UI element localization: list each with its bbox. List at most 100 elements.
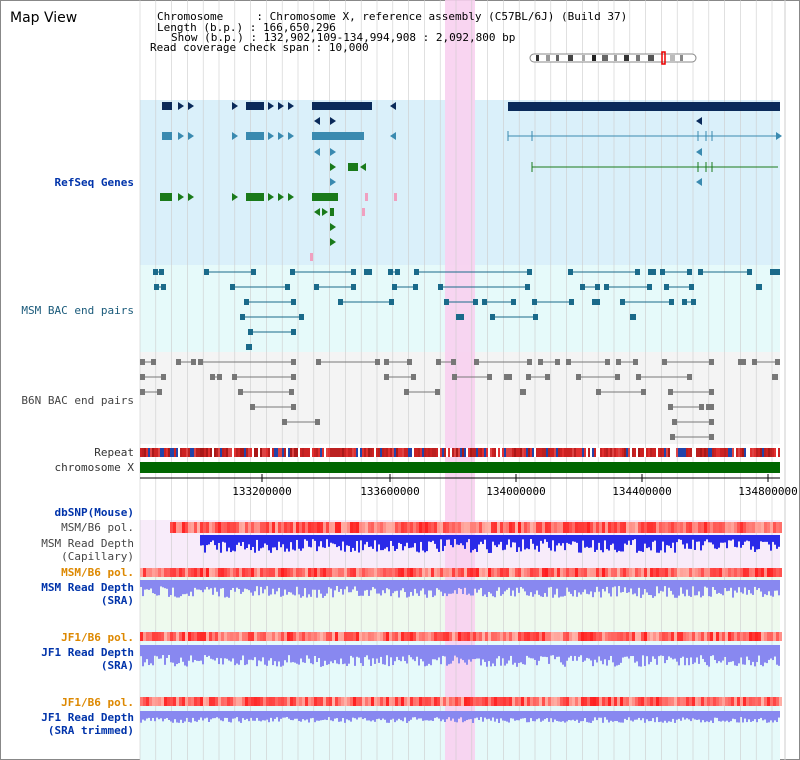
track-label-b6n-bac[interactable]: B6N BAC end pairs: [21, 394, 134, 407]
depth-bar: [674, 711, 676, 723]
depth-bar: [680, 535, 682, 540]
pol-cell: [188, 632, 191, 641]
repeat-segment: [212, 448, 214, 457]
depth-bar: [254, 645, 256, 658]
pol-cell: [167, 697, 170, 706]
depth-bar: [336, 580, 338, 587]
bac-end: [709, 359, 714, 365]
pol-cell: [683, 568, 686, 577]
depth-bar: [590, 711, 592, 723]
pol-cell: [740, 697, 743, 706]
depth-bar: [254, 711, 256, 721]
depth-bar: [674, 580, 676, 598]
pol-cell: [263, 522, 266, 533]
pol-cell: [344, 697, 347, 706]
pol-cell: [647, 632, 650, 641]
depth-bar: [440, 645, 442, 665]
depth-bar: [386, 580, 388, 589]
pol-cell: [569, 632, 572, 641]
track-label-dbsnp[interactable]: dbSNP(Mouse): [54, 506, 134, 519]
depth-bar: [454, 535, 456, 540]
depth-bar: [756, 535, 758, 550]
depth-bar: [548, 580, 550, 588]
pol-cell: [311, 697, 314, 706]
repeat-segment: [486, 448, 488, 457]
pol-cell: [257, 568, 260, 577]
depth-bar: [576, 580, 578, 597]
depth-bar: [338, 580, 340, 592]
depth-bar: [428, 580, 430, 591]
pol-cell: [506, 697, 509, 706]
pol-cell: [611, 697, 614, 706]
depth-bar: [342, 645, 344, 665]
repeat-segment: [404, 448, 406, 457]
depth-bar: [324, 580, 326, 596]
pol-cell: [494, 697, 497, 706]
depth-bar: [184, 645, 186, 666]
depth-bar: [470, 645, 472, 662]
pol-cell: [515, 697, 518, 706]
depth-bar: [456, 535, 458, 545]
pol-cell: [278, 632, 281, 641]
depth-bar: [384, 535, 386, 549]
pol-cell: [509, 522, 512, 533]
depth-bar: [362, 711, 364, 720]
pol-cell: [491, 697, 494, 706]
depth-bar: [744, 580, 746, 588]
depth-bar: [540, 711, 542, 722]
repeat-segment: [696, 448, 698, 457]
pol-cell: [416, 568, 419, 577]
depth-bar: [504, 535, 506, 550]
depth-bar: [610, 535, 612, 545]
chromosome-ideogram[interactable]: [529, 51, 697, 65]
pol-cell: [500, 522, 503, 533]
pol-cell: [623, 632, 626, 641]
depth-bar: [228, 645, 230, 661]
track-label-refseq[interactable]: RefSeq Genes: [54, 176, 134, 189]
repeat-segment: [276, 448, 278, 457]
depth-bar: [366, 645, 368, 656]
bac-end: [741, 359, 746, 365]
depth-bar: [632, 580, 634, 595]
refseq-genes[interactable]: [160, 102, 782, 261]
pol-cell: [227, 568, 230, 577]
depth-bar: [172, 711, 174, 723]
depth-bar: [624, 711, 626, 719]
depth-bar: [580, 711, 582, 722]
pol-cell: [329, 522, 332, 533]
pol-cell: [554, 632, 557, 641]
depth-bar: [568, 535, 570, 544]
track-label-msm-bac[interactable]: MSM BAC end pairs: [21, 304, 134, 317]
depth-bar: [174, 580, 176, 597]
pol-cell: [626, 568, 629, 577]
pol-cell: [680, 697, 683, 706]
depth-bar: [468, 711, 470, 720]
depth-bar: [534, 535, 536, 550]
depth-bar: [736, 535, 738, 548]
depth-bar: [286, 580, 288, 595]
depth-bar: [358, 535, 360, 553]
pol-cell: [284, 632, 287, 641]
pol-cell: [392, 697, 395, 706]
pol-cell: [524, 522, 527, 533]
pol-cell: [287, 697, 290, 706]
repeat-segment: [482, 448, 484, 457]
depth-bar: [252, 535, 254, 547]
bac-end: [140, 359, 145, 365]
pol-cell: [572, 632, 575, 641]
pol-cell: [650, 568, 653, 577]
pol-cell: [203, 632, 206, 641]
bac-end: [157, 389, 162, 395]
depth-bar: [236, 645, 238, 664]
depth-bar: [218, 535, 220, 543]
depth-bar: [284, 645, 286, 661]
depth-bar: [614, 580, 616, 587]
pol-cell: [440, 568, 443, 577]
depth-bar: [676, 711, 678, 720]
depth-bar: [740, 645, 742, 658]
pol-cell: [392, 632, 395, 641]
repeat-segment: [386, 448, 388, 457]
depth-bar: [260, 645, 262, 662]
pol-cell: [302, 632, 305, 641]
bac-end-pairs[interactable]: [140, 269, 780, 440]
